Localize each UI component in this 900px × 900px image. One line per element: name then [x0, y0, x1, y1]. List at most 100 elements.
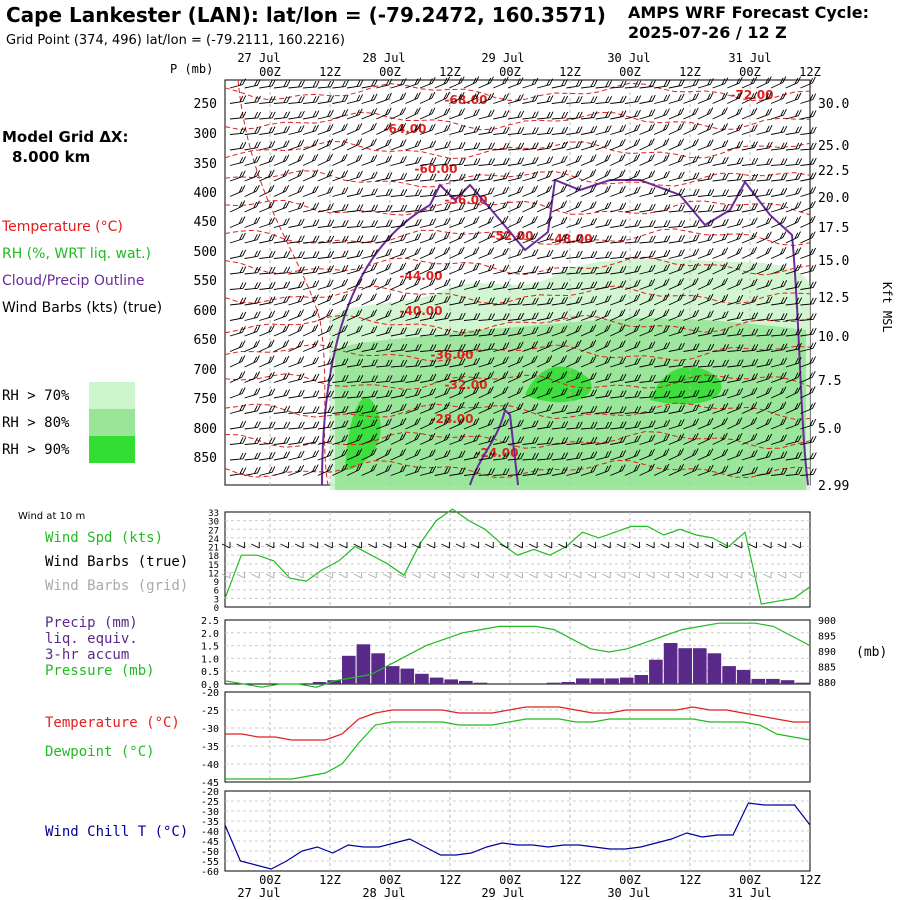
wind-barb [317, 308, 334, 321]
wind-barb [332, 448, 348, 461]
temperature-contour-label: -60.00 [415, 162, 458, 176]
wind-barb [376, 219, 393, 228]
pressure-axis-title: P (mb) [170, 62, 213, 76]
wind-barb [405, 218, 422, 228]
wind-barb [580, 295, 598, 306]
wind-barb [668, 107, 685, 120]
wind-barb [449, 76, 465, 89]
y-tick-label: 1.0 [201, 654, 219, 665]
wind-barb [639, 390, 656, 399]
wind-barb [639, 138, 655, 151]
wind-barb-true [265, 542, 275, 549]
precip-bar [766, 678, 780, 684]
wind-barb-true [675, 542, 684, 549]
wind-barb [770, 246, 787, 259]
time-tick-label: 00Z [619, 873, 641, 887]
panel-frame [224, 619, 811, 685]
wind-barb [390, 188, 408, 197]
wind-barb [463, 125, 481, 135]
wind-barb [332, 293, 348, 306]
wind-barb [712, 123, 729, 135]
wind-barb [259, 217, 276, 228]
time-tick-label: 12Z [319, 873, 341, 887]
wind-barb [537, 282, 554, 290]
wind-barb [259, 421, 276, 430]
wind-barb [478, 231, 494, 244]
wind-barb [624, 308, 641, 321]
wind-barb [302, 449, 320, 461]
wind-barb [697, 310, 714, 321]
wind-barb [273, 125, 291, 135]
wind-barb [434, 328, 452, 337]
wind-barb-true [704, 542, 714, 549]
time-tick-label: 00Z [739, 65, 761, 79]
wind-barb [317, 95, 335, 104]
wind-barb [800, 264, 817, 275]
wind-barb [376, 309, 392, 321]
wind-barb [653, 154, 670, 166]
wind-barb [317, 435, 334, 445]
time-tick-label: 12Z [799, 873, 821, 887]
wind-barb [653, 293, 670, 306]
wind-barb [771, 313, 788, 321]
wind-barb [390, 343, 408, 352]
wind-barb [317, 357, 334, 368]
wind-barb [624, 123, 641, 135]
wind-barb [624, 463, 641, 476]
wind-barb [653, 263, 671, 275]
wind-barb [376, 188, 393, 197]
time-tick-label: 12Z [679, 873, 701, 887]
wind-barb-grid [660, 572, 670, 579]
wind-barb [668, 188, 686, 197]
wind-barb [332, 358, 349, 368]
wind-barb [551, 371, 568, 383]
wind-barb [771, 343, 788, 352]
wind-barb [727, 359, 744, 368]
wind-barb [785, 231, 801, 244]
height-tick-label: 22.5 [818, 164, 849, 179]
wind-barb [390, 107, 407, 120]
wind-barb [668, 448, 684, 461]
wind-barb [785, 328, 803, 337]
wind-barb [741, 401, 758, 414]
wind-barb [624, 406, 642, 414]
wind-barb [712, 432, 728, 445]
precip-bar [473, 682, 488, 684]
temperature-series-line [225, 718, 811, 780]
wind-barb [551, 325, 568, 337]
wind-barb [288, 280, 305, 290]
wind-barb [668, 204, 686, 213]
wind-barb [522, 200, 538, 213]
wind-barb [390, 374, 408, 383]
wind-barb [507, 402, 524, 414]
wind-barb [449, 433, 466, 445]
time-tick-label: 00Z [499, 873, 521, 887]
wind-barb [376, 432, 392, 445]
y-tick-label: -25 [201, 797, 219, 808]
wind-barb [712, 277, 728, 290]
wind-barb [478, 342, 495, 352]
wind-barb [463, 263, 480, 275]
wind-barb [478, 401, 494, 414]
wind-barb [361, 171, 378, 182]
wind-barb [317, 153, 333, 166]
wind-barb [639, 358, 656, 368]
wind-barb-true [426, 542, 436, 549]
wind-barb [727, 203, 744, 213]
wind-barb [332, 80, 349, 89]
wind-barb [449, 417, 465, 430]
precip-bar [342, 655, 356, 684]
wind-barb [419, 218, 437, 228]
wind-barb [463, 246, 480, 259]
wind-barb [624, 420, 642, 430]
wind-barb [346, 374, 364, 383]
wind-barb [683, 432, 699, 445]
wind-barb [288, 201, 305, 213]
wind-barb [244, 95, 261, 104]
wind-barb [361, 107, 378, 120]
wind-barb [244, 216, 261, 228]
precip-bar [312, 682, 327, 684]
wind-barb [361, 249, 378, 259]
height-tick-label: 5.0 [818, 422, 841, 437]
wind-barb [449, 141, 466, 151]
